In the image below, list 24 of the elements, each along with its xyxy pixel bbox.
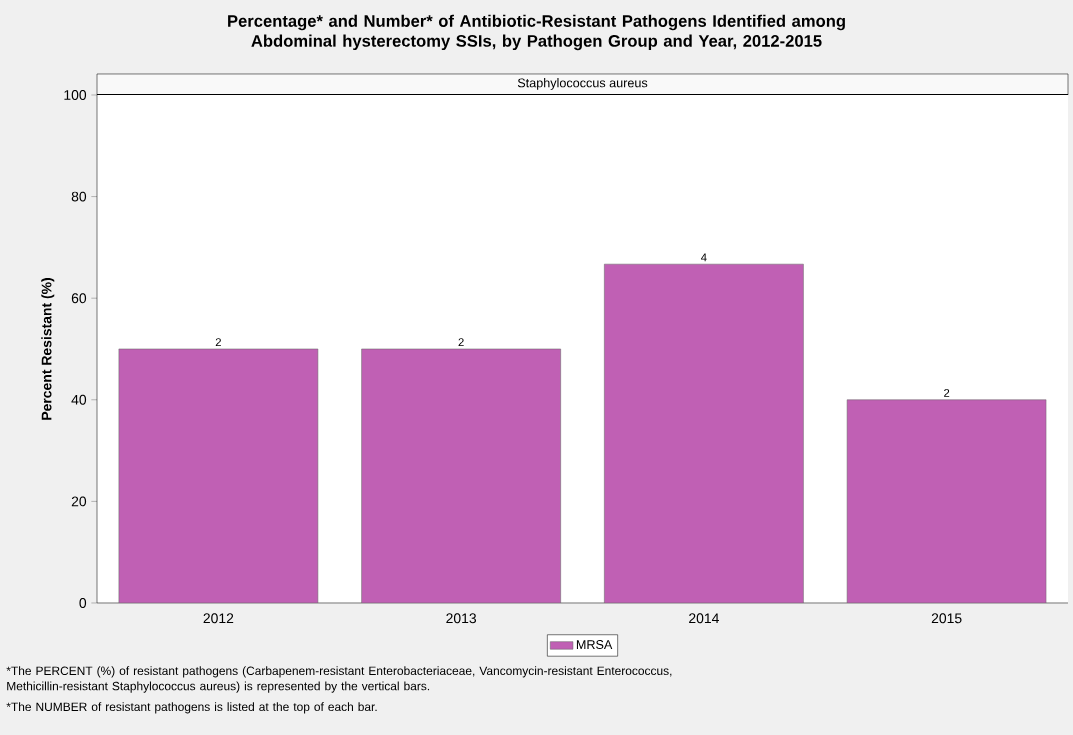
annotation: 4 (700, 253, 707, 262)
y-tick-label: 0 (79, 598, 87, 608)
annotation: 2 (944, 388, 950, 397)
bar (118, 348, 319, 603)
y-tick-label: 100 (64, 90, 87, 100)
annotation: 2 (458, 338, 464, 347)
chart-title: Percentage* and Number* of Antibiotic-Resistant Pathogens Identified among Abdominal hysterectomy SSIs, by Pathogen Group and Year, 2012-2015 (228, 14, 845, 51)
bar (604, 263, 804, 603)
x-tick-label: 2013 (446, 613, 477, 624)
chart-subtitle: Staphylococcus aureus (517, 78, 648, 90)
bar (846, 399, 1047, 603)
y-axis-title: Percent Resistant (%) (41, 278, 55, 420)
y-tick-label: 80 (71, 191, 87, 202)
x-tick-label: 2015 (931, 613, 962, 624)
y-tick-label: 40 (71, 394, 87, 405)
y-tick-label: 20 (71, 496, 87, 507)
text: *The PERCENT (%) of resistant pathogens (Carbapenem-resistant Enterobacteriaceae, Vancomycin-resistant Enterococcus, Methicillin-resistant Staphylococcus aureus) is represented by the vertical bars. (6, 666, 672, 693)
x-tick-label: 2014 (689, 613, 719, 624)
annotation: 2 (215, 338, 221, 347)
x-tick-label: 2012 (203, 613, 234, 624)
text: *The NUMBER of resistant pathogens is listed at the top of each bar. (6, 702, 377, 714)
y-tick-label: 60 (71, 293, 87, 304)
bar (361, 348, 561, 603)
legend-label: MRSA (576, 640, 613, 649)
